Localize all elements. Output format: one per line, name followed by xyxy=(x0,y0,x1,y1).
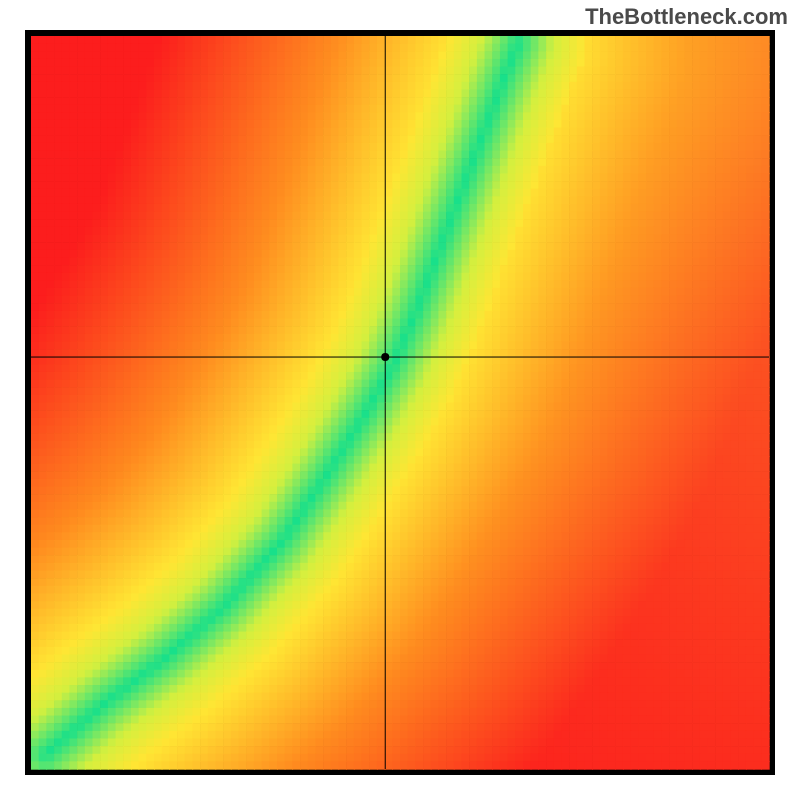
watermark-text: TheBottleneck.com xyxy=(585,4,788,30)
heatmap-plot xyxy=(25,30,775,775)
heatmap-canvas xyxy=(25,30,775,775)
chart-container: TheBottleneck.com xyxy=(0,0,800,800)
